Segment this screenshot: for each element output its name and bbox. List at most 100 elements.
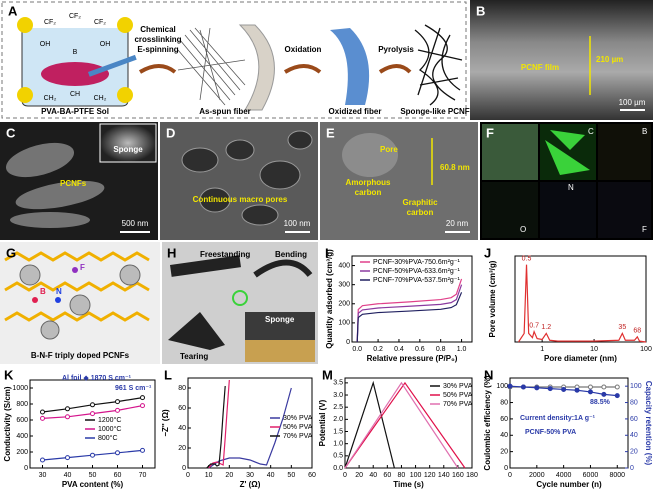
- series-line: [356, 284, 463, 343]
- element: C: [588, 127, 594, 136]
- series-line: [344, 381, 459, 469]
- chem: CH: [70, 91, 80, 98]
- x-tick-label: 1.0: [457, 346, 467, 353]
- peak-label: 0.5: [522, 255, 532, 262]
- x-tick-label: 10: [590, 346, 598, 353]
- x-tick-label: 80: [398, 472, 406, 479]
- y-tick-label: 2.5: [333, 404, 343, 411]
- panel-label: M: [322, 367, 333, 382]
- y-tick-label: 80: [178, 385, 186, 392]
- panel-label: F: [486, 125, 494, 140]
- series-line: [344, 380, 395, 469]
- caption: Oxidized fiber: [329, 107, 382, 116]
- step: Oxidation: [285, 45, 322, 54]
- point: [90, 402, 95, 408]
- x-axis-label: Time (s): [393, 480, 424, 489]
- label: Sponge: [113, 145, 143, 154]
- chem: CF₂: [44, 19, 56, 26]
- caption: B-N-F triply doped PCNFs: [31, 351, 130, 360]
- y-tick-label: 600: [16, 417, 28, 424]
- series-line: [344, 381, 466, 469]
- point: [614, 384, 620, 390]
- x-tick-label: 60: [308, 472, 316, 479]
- panel-label: E: [326, 125, 335, 140]
- x-tick-label: 60: [114, 472, 122, 479]
- annotation: 88.5%: [590, 399, 611, 406]
- x-tick-label: 40: [64, 472, 72, 479]
- point: [614, 393, 620, 399]
- chem: CF₂: [69, 13, 81, 20]
- y2-tick-label: 80: [630, 399, 638, 406]
- legend-label: PCNF-50%PVA-633.6m²g⁻¹: [373, 268, 460, 275]
- y-tick-label: 100: [338, 320, 350, 327]
- panel-label: K: [4, 367, 14, 382]
- y-tick-label: 100: [496, 383, 508, 390]
- y2-tick-label: 40: [630, 432, 638, 439]
- series-line: [206, 385, 226, 469]
- point: [65, 414, 70, 420]
- label: PCNFs: [60, 179, 87, 188]
- panel-label: L: [164, 367, 172, 382]
- panel-e: E Pore 60.8 nm Amorphous carbon Graphiti…: [320, 122, 478, 240]
- panel-label: D: [166, 125, 175, 140]
- y-tick-label: 0.0: [333, 465, 343, 472]
- legend-label: 1000°C: [98, 425, 121, 433]
- y-tick-label: 80: [500, 399, 508, 406]
- y-tick-label: 0.5: [333, 453, 343, 460]
- x-tick-label: 0.6: [415, 346, 425, 353]
- label: Freestanding: [200, 250, 250, 259]
- series-line: [208, 387, 292, 469]
- x-tick-label: 4000: [556, 472, 572, 479]
- point: [574, 387, 580, 393]
- step: Pyrolysis: [378, 45, 414, 54]
- x-tick-label: 40: [267, 472, 275, 479]
- atom: F: [80, 263, 85, 272]
- y2-tick-label: 100: [630, 383, 642, 390]
- point: [40, 457, 45, 463]
- point: [507, 383, 513, 389]
- point: [587, 384, 593, 390]
- step: crosslinking: [134, 35, 181, 44]
- caption: PVA-BA-PTFE Sol: [41, 107, 109, 116]
- x-tick-label: 140: [438, 472, 450, 479]
- y-tick-label: 800: [16, 401, 28, 408]
- panel-label: B: [476, 3, 485, 18]
- x-tick-label: 10: [205, 472, 213, 479]
- label: 210 µm: [596, 55, 623, 64]
- chem: OH: [40, 41, 51, 48]
- caption: As-spun fiber: [199, 107, 251, 116]
- x-axis-label: Z' (Ω): [240, 480, 261, 489]
- y-tick-label: 0: [24, 465, 28, 472]
- y-tick-label: 1.0: [333, 441, 343, 448]
- element: B: [642, 127, 647, 136]
- panel-g: G B N F B-N-F triply doped PCNFs: [0, 242, 160, 364]
- y2-axis-label: Capacity retention (%): [644, 381, 653, 466]
- annotation: 961 S cm⁻¹: [115, 385, 152, 392]
- point: [140, 395, 145, 401]
- y-tick-label: 1.5: [333, 428, 343, 435]
- plot-frame: [514, 255, 647, 343]
- x-axis-label: Cycle number (n): [536, 480, 602, 489]
- label: Amorphous: [346, 178, 391, 187]
- x-tick-label: 30: [39, 472, 47, 479]
- y-tick-label: 300: [338, 282, 350, 289]
- y-tick-label: 40: [178, 425, 186, 432]
- y-tick-label: 3.0: [333, 392, 343, 399]
- element: N: [568, 183, 574, 192]
- panel-label: H: [167, 245, 176, 260]
- peak-label: 0.7: [529, 323, 539, 330]
- point: [90, 452, 95, 458]
- panel-h: H Freestanding Bending Tearing Sponge: [162, 242, 318, 364]
- label: Pore: [380, 145, 398, 154]
- point: [90, 411, 95, 417]
- element: F: [642, 225, 647, 234]
- x-tick-label: 8000: [609, 472, 625, 479]
- y-tick-label: 0: [504, 465, 508, 472]
- point: [65, 455, 70, 461]
- scale-bar: 100 µm: [619, 98, 646, 107]
- y-tick-label: 3.5: [333, 380, 343, 387]
- y-axis-label: Quantity adsorbed (cm³/g): [325, 249, 334, 349]
- x-tick-label: 20: [355, 472, 363, 479]
- y-tick-label: 0: [182, 465, 186, 472]
- label: Bending: [275, 250, 307, 259]
